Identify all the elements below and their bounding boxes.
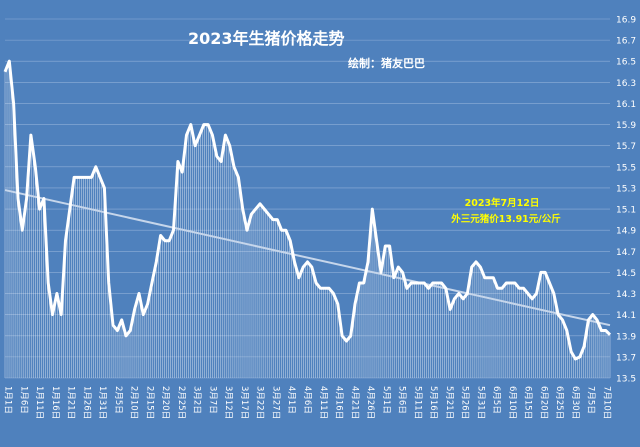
x-tick-label: 4月16日 [334,386,344,419]
x-tick-label: 5月16日 [428,386,438,419]
y-tick-label: 14.9 [616,227,636,237]
x-tick-label: 6月30日 [570,386,580,419]
x-tick-label: 2月15日 [144,386,154,419]
x-tick-label: 5月1日 [381,386,391,414]
series-line-price [3,59,612,361]
x-tick-label: 6月15日 [523,386,533,419]
y-tick-label: 16.1 [616,100,636,110]
x-tick-label: 6月25日 [554,386,564,419]
y-tick-label: 14.7 [616,248,636,258]
x-tick-label: 1月16日 [50,386,60,419]
y-tick-label: 13.5 [616,375,636,385]
y-tick-label: 16.9 [616,16,636,26]
x-tick-label: 3月2日 [192,386,202,414]
chart-title: 2023年生猪价格走势 [188,29,345,48]
x-tick-label: 3月17日 [239,386,249,419]
y-tick-label: 15.3 [616,184,636,194]
x-tick-label: 2月10日 [129,386,139,419]
y-tick-label: 14.5 [616,269,636,279]
x-tick-label: 7月5日 [586,386,596,414]
y-tick-label: 15.5 [616,163,636,173]
y-tick-label: 13.9 [616,332,636,342]
x-tick-label: 1月31日 [97,386,107,419]
x-tick-label: 2月5日 [113,386,123,414]
x-tick-label: 6月5日 [491,386,501,414]
y-tick-label: 15.1 [616,206,636,216]
y-tick-label: 16.3 [616,79,636,89]
y-tick-label: 13.7 [616,353,636,363]
x-tick-label: 3月12日 [223,386,233,419]
y-tick-label: 15.9 [616,121,636,131]
x-tick-label: 2月25日 [176,386,186,419]
x-tick-label: 6月20日 [538,386,548,419]
x-tick-label: 1月6日 [18,386,28,414]
x-tick-label: 5月31日 [475,386,485,419]
x-tick-label: 5月26日 [460,386,470,419]
annotation-date: 2023年7月12日 [465,197,540,209]
y-tick-labels: 13.5 13.7 13.9 14.1 14.3 14.5 14.7 14.9 15.1 15.3… [616,16,636,385]
x-tick-label: 5月6日 [397,386,407,414]
x-tick-label: 1月1日 [3,386,13,414]
x-tick-labels: 1月1日 1月6日 1月11日 1月16日 1月21日 1月26日 1月31日 2月5日 2月1… [3,386,612,419]
y-tick-label: 14.3 [616,290,636,300]
x-tick-label: 4月1日 [286,386,296,414]
chart-subtitle: 绘制：猪友巴巴 [348,56,425,70]
x-tick-label: 3月27日 [270,386,280,419]
annotation-price: 外三元猪价13.91元/公斤 [450,213,561,225]
x-tick-label: 1月26日 [81,386,91,419]
x-tick-label: 4月6日 [302,386,312,414]
x-tick-label: 3月22日 [255,386,265,419]
area-fill-layer [4,61,611,378]
y-tick-label: 14.1 [616,311,636,321]
x-tick-label: 4月11日 [318,386,328,419]
y-tick-label: 16.5 [616,58,636,68]
x-tick-label: 4月21日 [349,386,359,419]
x-tick-label: 3月7日 [207,386,217,414]
x-tick-label: 1月11日 [34,386,44,419]
x-tick-label: 6月10日 [507,386,517,419]
x-tick-label: 2月20日 [160,386,170,419]
y-tick-label: 16.7 [616,37,636,47]
y-tick-label: 15.7 [616,142,636,152]
x-tick-label: 1月21日 [66,386,76,419]
x-tick-label: 5月21日 [444,386,454,419]
x-tick-label: 4月26日 [365,386,375,419]
x-tick-label: 5月11日 [412,386,422,419]
x-tick-label: 7月10日 [602,386,612,419]
